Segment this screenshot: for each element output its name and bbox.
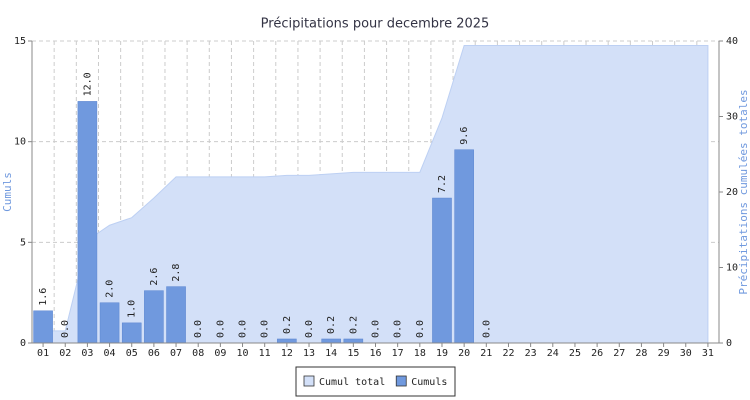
legend-label: Cumuls	[411, 377, 447, 388]
x-tick-label: 26	[591, 348, 603, 359]
data-label: 9.6	[459, 127, 470, 145]
x-tick-label: 07	[170, 348, 182, 359]
data-label: 0.0	[393, 320, 404, 338]
data-label: 0.0	[238, 320, 249, 338]
x-tick-label: 17	[392, 348, 404, 359]
y2-tick-label: 40	[726, 36, 738, 47]
bar	[166, 286, 186, 344]
bar	[432, 197, 452, 344]
y-tick-label: 10	[14, 137, 26, 148]
data-label: 12.0	[82, 72, 93, 96]
bar	[321, 338, 341, 344]
x-tick-label: 20	[458, 348, 470, 359]
x-tick-label: 21	[480, 348, 492, 359]
bar	[33, 310, 53, 344]
y-tick-label: 0	[20, 338, 26, 349]
y2-axis-label: Précipitations cumulées totales	[737, 89, 750, 294]
data-label: 1.6	[38, 288, 49, 306]
data-label: 0.2	[282, 316, 293, 334]
data-label: 7.2	[437, 175, 448, 193]
data-label: 0.0	[215, 320, 226, 338]
x-tick-label: 22	[502, 348, 514, 359]
x-tick-label: 19	[436, 348, 448, 359]
bar	[121, 322, 142, 344]
data-label: 0.0	[60, 320, 71, 338]
x-tick-label: 18	[414, 348, 426, 359]
x-tick-label: 12	[281, 348, 293, 359]
data-label: 0.0	[260, 320, 271, 338]
y2-tick-label: 0	[726, 338, 732, 349]
legend-label: Cumul total	[319, 377, 385, 388]
data-label: 0.2	[348, 316, 359, 334]
x-tick-label: 08	[192, 348, 204, 359]
x-tick-label: 13	[303, 348, 315, 359]
bar	[454, 149, 474, 344]
x-tick-label: 03	[81, 348, 93, 359]
data-label: 2.6	[149, 268, 160, 286]
x-tick-label: 27	[613, 348, 625, 359]
bar	[277, 338, 297, 344]
bar	[99, 302, 120, 344]
x-tick-label: 04	[104, 348, 116, 359]
data-label: 0.0	[193, 320, 204, 338]
x-tick-label: 05	[126, 348, 138, 359]
x-tick-label: 02	[59, 348, 71, 359]
bar	[343, 338, 364, 344]
y2-tick-label: 30	[726, 112, 738, 123]
chart-title: Précipitations pour decembre 2025	[261, 17, 490, 32]
data-label: 2.8	[171, 264, 182, 282]
y-tick-label: 5	[20, 237, 26, 248]
legend-swatch	[303, 375, 315, 387]
y2-tick-label: 10	[726, 263, 738, 274]
bar	[77, 101, 98, 344]
x-tick-label: 06	[148, 348, 160, 359]
data-label: 0.0	[415, 320, 426, 338]
data-label: 0.2	[326, 316, 337, 334]
x-tick-label: 23	[525, 348, 537, 359]
x-tick-label: 28	[635, 348, 647, 359]
x-tick-label: 01	[37, 348, 49, 359]
x-tick-label: 25	[569, 348, 581, 359]
y2-tick-label: 20	[726, 187, 738, 198]
x-tick-label: 09	[214, 348, 226, 359]
x-tick-label: 29	[658, 348, 670, 359]
y-axis-label: Cumuls	[1, 172, 14, 212]
data-label: 0.0	[304, 320, 315, 338]
data-label: 2.0	[105, 280, 116, 298]
area	[42, 45, 709, 344]
legend-swatch	[395, 375, 407, 387]
y-tick-label: 15	[14, 36, 26, 47]
x-tick-label: 10	[237, 348, 249, 359]
legend-box	[295, 366, 456, 397]
x-tick-label: 24	[547, 348, 559, 359]
x-tick-label: 16	[369, 348, 381, 359]
x-tick-label: 14	[325, 348, 337, 359]
data-label: 1.0	[127, 300, 138, 318]
x-tick-label: 15	[347, 348, 359, 359]
data-label: 0.0	[481, 320, 492, 338]
x-tick-label: 30	[680, 348, 692, 359]
bar	[144, 290, 164, 344]
x-tick-label: 31	[702, 348, 714, 359]
x-tick-label: 11	[259, 348, 271, 359]
data-label: 0.0	[371, 320, 382, 338]
